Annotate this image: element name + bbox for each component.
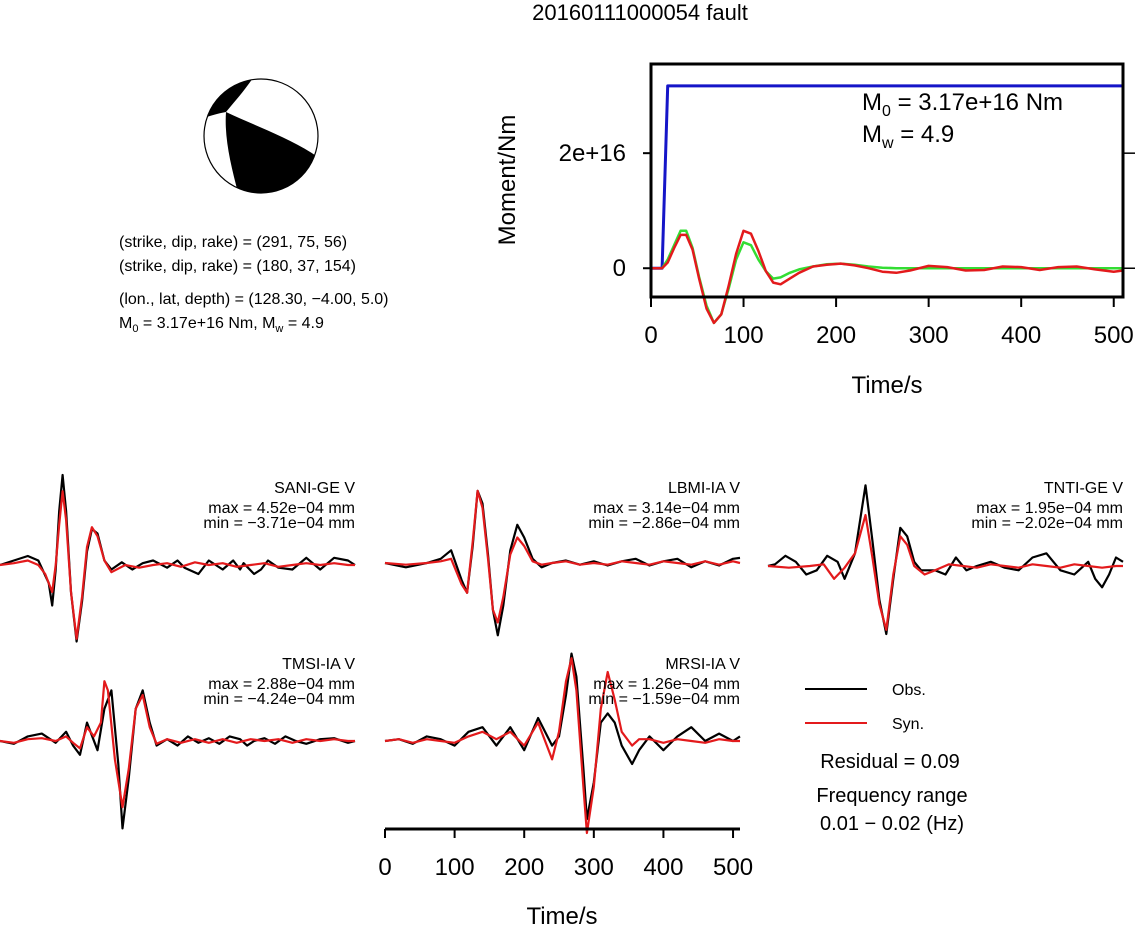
- station-max: max = 1.26e−04 mm: [593, 676, 740, 693]
- station-label: MRSI-IA V: [665, 656, 740, 673]
- synthetic-trace: [0, 490, 355, 640]
- moment-m0-annotation: M0 = 3.17e+16 Nm: [862, 89, 1063, 120]
- beachball-icon: [203, 78, 319, 194]
- frequency-range-value: 0.01 − 0.02 (Hz): [820, 813, 964, 835]
- synthetic-trace: [767, 513, 1123, 631]
- legend: Obs. Syn. Residual = 0.09 Frequency rang…: [805, 682, 968, 835]
- station-max: max = 2.88e−04 mm: [208, 676, 355, 693]
- moment-plot-frame: [649, 62, 1125, 299]
- waveform-x-tick-label: 200: [504, 854, 544, 881]
- moment-x-tick-label: 200: [816, 322, 856, 349]
- observed-trace: [384, 489, 741, 637]
- moment-x-tick-label: 300: [909, 322, 949, 349]
- moment-y-tick-label: 2e+16: [559, 140, 626, 167]
- moment-x-tick-label: 500: [1094, 322, 1134, 349]
- waveform-x-tick-label: 0: [378, 854, 391, 881]
- station-max: max = 1.95e−04 mm: [976, 500, 1123, 517]
- moment-panel: 0 2e+16 0 100 200 300 400 500 Moment/Nm Time/s…: [494, 62, 1135, 399]
- moment-y-tick-label: 0: [613, 255, 626, 282]
- waveform-x-tick-label: 300: [574, 854, 614, 881]
- magnitude-line: M0 = 3.17e+16 Nm, Mw = 4.9: [119, 315, 324, 335]
- station-label: SANI-GE V: [274, 480, 355, 497]
- observed-trace: [0, 689, 356, 830]
- moment-series-rate_red: [651, 229, 1124, 325]
- station-label: TMSI-IA V: [282, 656, 355, 673]
- moment-x-label: Time/s: [851, 372, 922, 399]
- residual-text: Residual = 0.09: [820, 751, 960, 773]
- station-min: min = −2.86e−04 mm: [588, 515, 740, 532]
- synthetic-trace: [0, 680, 355, 809]
- beachball-compression-lower: [204, 112, 318, 193]
- legend-syn-label: Syn.: [892, 716, 924, 733]
- moment-x-tick-label: 0: [644, 322, 657, 349]
- legend-obs-label: Obs.: [892, 682, 926, 699]
- location-depth: (lon., lat, depth) = (128.30, −4.00, 5.0…: [119, 291, 389, 308]
- waveform-x-label: Time/s: [526, 903, 597, 927]
- station-label: LBMI-IA V: [668, 480, 740, 497]
- nodal-plane-2: (strike, dip, rake) = (180, 37, 154): [119, 258, 356, 275]
- waveform-x-tick-label: 500: [713, 854, 753, 881]
- moment-y-axis: 0 2e+16: [559, 140, 1135, 282]
- moment-x-tick-label: 100: [724, 322, 764, 349]
- figure-title: 20160111000054 fault: [532, 0, 748, 25]
- moment-y-label: Moment/Nm: [494, 115, 521, 246]
- station-min: min = −4.24e−04 mm: [203, 691, 355, 708]
- moment-mw-annotation: Mw = 4.9: [862, 121, 954, 152]
- station-min: min = −2.02e−04 mm: [971, 515, 1123, 532]
- moment-x-tick-label: 400: [1001, 322, 1041, 349]
- station-label: TNTI-GE V: [1044, 480, 1123, 497]
- station-min: min = −1.59e−04 mm: [588, 691, 740, 708]
- nodal-plane-1: (strike, dip, rake) = (291, 75, 56): [119, 234, 347, 251]
- station-min: min = −3.71e−04 mm: [203, 515, 355, 532]
- frequency-range-title: Frequency range: [816, 785, 967, 807]
- station-max: max = 3.14e−04 mm: [593, 500, 740, 517]
- source-info: (strike, dip, rake) = (291, 75, 56) (str…: [119, 234, 389, 335]
- synthetic-trace: [384, 657, 740, 835]
- moment-x-axis: 0 100 200 300 400 500: [644, 297, 1134, 349]
- moment-lines: [651, 84, 1124, 325]
- waveform-x-tick-label: 400: [643, 854, 683, 881]
- station-max: max = 4.52e−04 mm: [208, 500, 355, 517]
- waveform-x-tick-label: 100: [435, 854, 475, 881]
- synthetic-trace: [384, 489, 741, 624]
- waveform-x-axis: 0 100 200 300 400 500: [378, 827, 753, 881]
